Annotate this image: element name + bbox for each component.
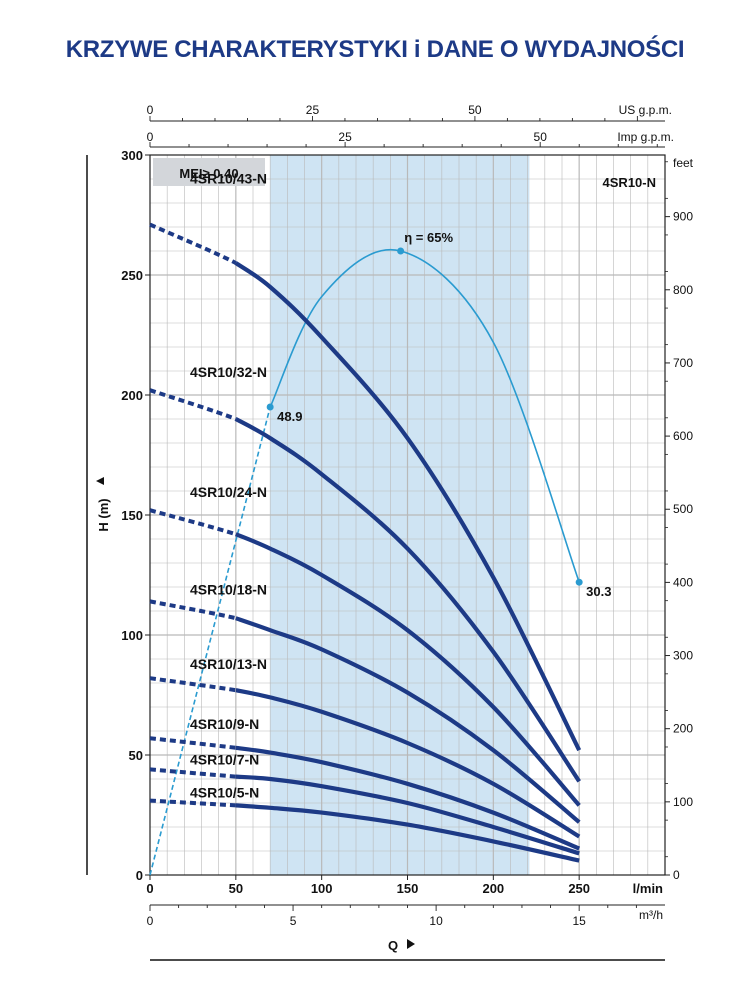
pump-curve-label: 4SR10/32-N: [190, 364, 267, 380]
pump-curve: [235, 803, 580, 863]
pump-curve-dashed: [149, 736, 237, 750]
pump-curve-label: 4SR10/7-N: [190, 751, 259, 767]
pump-curve-label: 4SR10/18-N: [190, 581, 267, 597]
y-tick-label: 150: [121, 508, 143, 523]
y-axis-arrow-icon: [96, 477, 104, 485]
mei-badge-label: MEI≥ 0.40: [179, 166, 238, 181]
usgpm-tick-label: 25: [306, 103, 320, 117]
impgpm-tick-label: 50: [534, 130, 548, 144]
y-tick-label: 300: [121, 148, 143, 163]
m3h-tick-label: 10: [429, 914, 443, 928]
pump-curve-dashed: [149, 767, 236, 779]
pump-curve-dashed: [149, 222, 237, 265]
y-tick-label: 200: [121, 388, 143, 403]
pump-curve-label: 4SR10/43-N: [190, 171, 267, 187]
pump-curves-group: [149, 222, 582, 863]
usgpm-unit-label: US g.p.m.: [619, 103, 672, 117]
pump-curve-label: 4SR10/24-N: [190, 484, 267, 500]
y-tick-label: 100: [121, 628, 143, 643]
feet-tick-label: 100: [673, 795, 693, 809]
pump-curve-label: 4SR10/9-N: [190, 716, 259, 732]
x-axis-title: Q: [388, 938, 398, 953]
feet-tick-label: 0: [673, 868, 680, 882]
feet-tick-label: 400: [673, 575, 693, 589]
m3h-tick-label: 15: [572, 914, 586, 928]
pump-curve: [234, 261, 582, 752]
x-unit-label: l/min: [633, 881, 663, 896]
efficiency-point: [266, 403, 274, 411]
feet-axis-label: feet: [673, 156, 694, 170]
efficiency-point: [397, 247, 405, 255]
pump-curve: [234, 417, 581, 783]
feet-tick-label: 300: [673, 649, 693, 663]
efficiency-annotation: 48.9: [277, 409, 302, 424]
x-tick-label: 250: [568, 881, 590, 896]
feet-tick-label: 900: [673, 210, 693, 224]
model-label: 4SR10-N: [603, 175, 656, 190]
chart-text-group: 0501001502002503000100200300400500600700…: [96, 103, 694, 953]
impgpm-unit-label: Imp g.p.m.: [617, 130, 674, 144]
pump-curve: [234, 532, 581, 807]
x-tick-label: 50: [229, 881, 243, 896]
pump-curve-dashed: [149, 388, 237, 421]
feet-tick-label: 600: [673, 429, 693, 443]
x-tick-label: 0: [146, 881, 153, 896]
m3h-tick-label: 0: [147, 914, 154, 928]
y-tick-label: 0: [136, 868, 143, 883]
efficiency-label: η = 65%: [404, 230, 453, 245]
usgpm-tick-label: 0: [147, 103, 154, 117]
pump-curve: [235, 616, 581, 824]
pump-curve-dashed: [149, 798, 236, 808]
impgpm-tick-label: 0: [147, 130, 154, 144]
feet-tick-label: 700: [673, 356, 693, 370]
feet-tick-label: 800: [673, 283, 693, 297]
x-tick-label: 100: [311, 881, 333, 896]
pump-curve: [235, 688, 581, 839]
x-axis-arrow-icon: [407, 939, 415, 949]
efficiency-point: [575, 578, 583, 586]
y-tick-label: 250: [121, 268, 143, 283]
efficiency-curve-dashed: [149, 406, 271, 876]
pump-curve-dashed: [149, 508, 237, 537]
pump-curve: [235, 745, 581, 851]
y-axis-title: H (m): [96, 498, 111, 531]
y-tick-label: 50: [129, 748, 143, 763]
page-title: KRZYWE CHARAKTERYSTYKI i DANE O WYDAJNOŚ…: [65, 36, 685, 63]
m3h-tick-label: 5: [290, 914, 297, 928]
feet-tick-label: 500: [673, 502, 693, 516]
impgpm-tick-label: 25: [338, 130, 352, 144]
x-tick-label: 150: [397, 881, 419, 896]
pump-curve: [235, 774, 580, 856]
efficiency-annotation: 30.3: [586, 584, 611, 599]
pump-curve-dashed: [149, 676, 237, 693]
efficiency-curve: [269, 248, 580, 583]
pump-curve-dashed: [149, 599, 237, 621]
m3h-unit-label: m³/h: [639, 908, 663, 922]
chart-axes: [86, 116, 670, 961]
mei-badge: [153, 158, 265, 186]
feet-tick-label: 200: [673, 722, 693, 736]
pump-curve-label: 4SR10/5-N: [190, 785, 259, 801]
usgpm-tick-label: 50: [468, 103, 482, 117]
pump-curve-label: 4SR10/13-N: [190, 656, 267, 672]
x-tick-label: 200: [482, 881, 504, 896]
efficiency-curve-group: [149, 247, 583, 876]
